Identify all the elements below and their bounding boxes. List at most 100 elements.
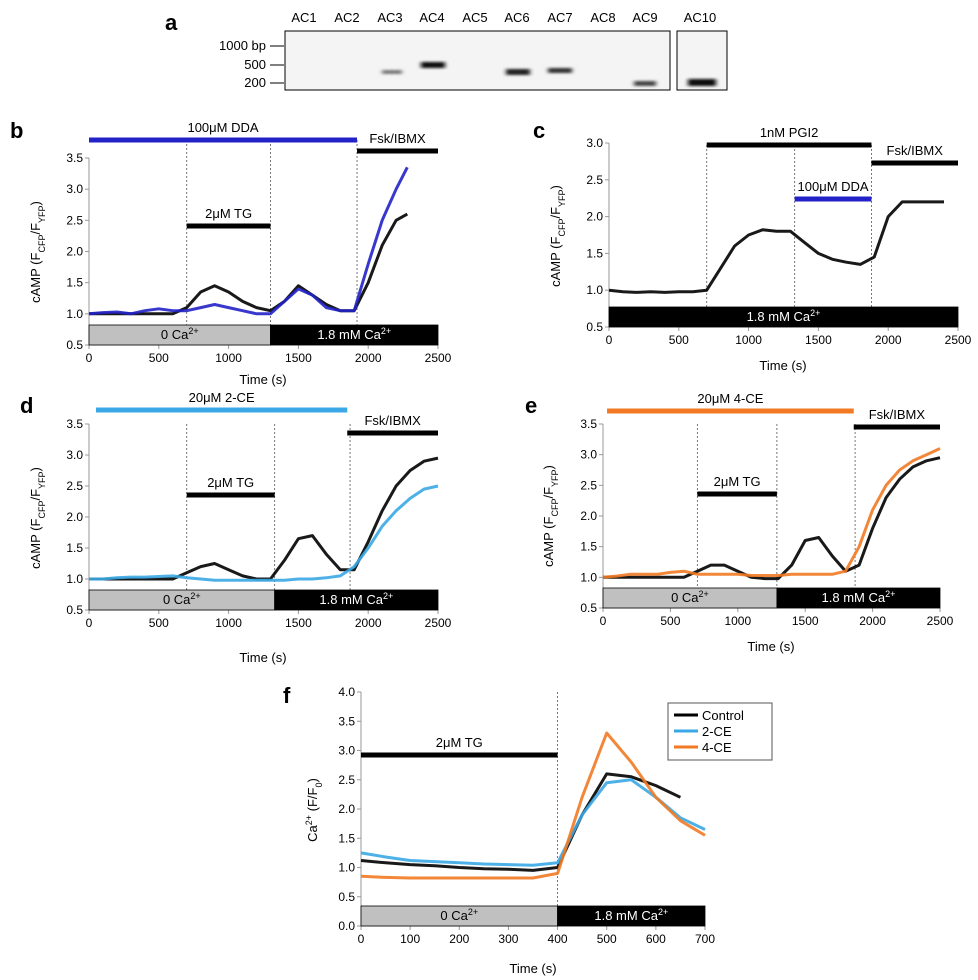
y-tick-label: 2.0 [586, 210, 603, 224]
y-axis-label: Ca2+ (F/F0) [304, 778, 324, 842]
series-line [89, 486, 438, 580]
text-part: 0 Ca [161, 327, 189, 342]
x-tick-label: 2000 [355, 616, 382, 630]
lane-label: AC10 [684, 10, 717, 25]
x-tick-label: 300 [498, 932, 518, 946]
y-tick-label: 2.0 [580, 509, 597, 523]
marker-label: 200 [244, 75, 266, 90]
x-tick-label: 1500 [805, 333, 832, 347]
y-tick-label: 3.0 [580, 448, 597, 462]
series-line [603, 458, 940, 579]
y-tick-label: 0.5 [338, 890, 355, 904]
y-tick-label: 1.0 [66, 307, 83, 321]
text-part: 2+ [383, 591, 393, 601]
treatment-bar [697, 492, 777, 497]
x-tick-label: 500 [149, 351, 169, 365]
lane-label: AC5 [462, 10, 487, 25]
y-tick-label: 0.5 [580, 601, 597, 615]
x-tick-label: 200 [449, 932, 469, 946]
panel-letter: e [525, 393, 537, 418]
x-tick-label: 2000 [875, 333, 902, 347]
y-tick-label: 3.5 [338, 714, 355, 728]
gel-band [634, 81, 656, 86]
x-tick-label: 2000 [859, 614, 886, 628]
y-tick-label: 2.0 [338, 802, 355, 816]
text-part: (F/F [305, 787, 320, 814]
treatment-label: Fsk/IBMX [887, 143, 944, 158]
x-tick-label: 500 [597, 932, 617, 946]
x-tick-label: 2000 [355, 351, 382, 365]
treatment-bar [187, 224, 271, 229]
text-part: 2+ [304, 815, 314, 825]
y-tick-label: 1.0 [586, 283, 603, 297]
x-tick-label: 1000 [735, 333, 762, 347]
text-part: 1.8 mM Ca [747, 309, 811, 324]
text-part: cAMP (F [28, 252, 43, 302]
y-tick-label: 3.5 [580, 417, 597, 431]
x-tick-label: 2500 [945, 333, 972, 347]
text-part: 1.8 mM Ca [822, 590, 886, 605]
text-part: ) [28, 201, 43, 205]
gel-image [285, 31, 670, 90]
y-tick-label: 0.5 [66, 603, 83, 617]
x-tick-label: 0 [606, 333, 613, 347]
y-tick-label: 1.5 [580, 540, 597, 554]
treatment-bar [347, 431, 438, 436]
y-tick-label: 0.5 [586, 320, 603, 334]
y-tick-label: 1.5 [338, 831, 355, 845]
x-tick-label: 1000 [215, 616, 242, 630]
x-tick-label: 1000 [215, 351, 242, 365]
y-tick-label: 1.5 [66, 541, 83, 555]
x-axis-label: Time (s) [747, 639, 794, 654]
text-part: 1.8 mM Ca [319, 592, 383, 607]
y-tick-label: 0.5 [66, 338, 83, 352]
y-tick-label: 2.5 [66, 479, 83, 493]
text-part: 2+ [885, 589, 895, 599]
text-part: ) [541, 465, 556, 469]
treatment-bar [96, 408, 347, 413]
text-part: YFP [37, 471, 47, 489]
x-tick-label: 2500 [425, 351, 452, 365]
text-part: 2+ [699, 589, 709, 599]
lane-label: AC8 [590, 10, 615, 25]
treatment-bar [795, 197, 872, 202]
treatment-label: 1nM PGI2 [760, 125, 819, 140]
ca-box-label: 1.8 mM Ca2+ [317, 326, 391, 342]
panel-letter: a [165, 10, 178, 35]
y-tick-label: 4.0 [338, 685, 355, 699]
y-tick-label: 2.0 [66, 510, 83, 524]
text-part: 2+ [381, 326, 391, 336]
panel-letter: b [10, 118, 23, 143]
y-tick-label: 0.0 [338, 919, 355, 933]
x-tick-label: 0 [358, 932, 365, 946]
text-part: YFP [550, 469, 560, 487]
lane-label: AC4 [419, 10, 444, 25]
y-tick-label: 3.5 [66, 151, 83, 165]
text-part: /F [28, 489, 43, 501]
x-tick-label: 0 [86, 616, 93, 630]
series-line [609, 202, 944, 293]
treatment-label: Fsk/IBMX [364, 413, 421, 428]
gel-band [382, 70, 402, 74]
treatment-label: Fsk/IBMX [369, 131, 426, 146]
series-line [89, 167, 407, 313]
text-part: 0 Ca [440, 908, 468, 923]
y-axis-label: cAMP (FCFP/FYFP) [548, 185, 567, 287]
marker-label: 1000 bp [219, 38, 266, 53]
panel-letter: d [20, 393, 33, 418]
treatment-bar [357, 149, 438, 154]
x-tick-label: 500 [660, 614, 680, 628]
treatment-bar [187, 493, 275, 498]
panel-letter: f [283, 683, 291, 708]
text-part: 1.8 mM Ca [317, 327, 381, 342]
treatment-label: 100μM DDA [187, 120, 258, 135]
y-axis-label: cAMP (FCFP/FYFP) [28, 201, 47, 303]
y-tick-label: 3.0 [66, 182, 83, 196]
treatment-label: 20μM 4-CE [697, 391, 763, 406]
ca-box-label: 1.8 mM Ca2+ [747, 308, 821, 324]
text-part: CFP [550, 499, 560, 517]
text-part: 2+ [658, 907, 668, 917]
